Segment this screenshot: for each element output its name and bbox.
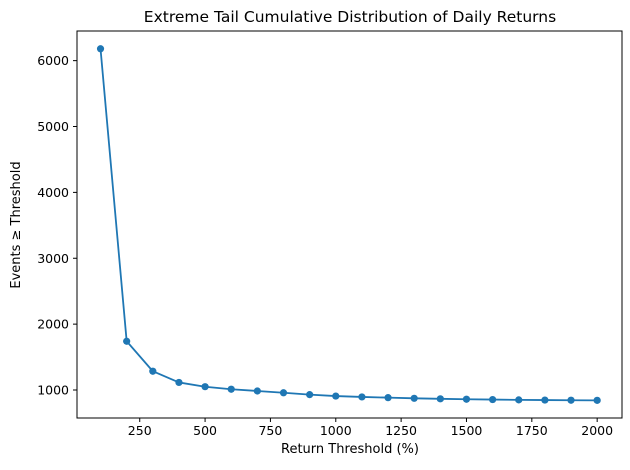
x-tick-label: 750 xyxy=(258,423,282,438)
data-point-marker xyxy=(462,395,471,403)
y-axis-label: Events ≥ Threshold xyxy=(9,161,24,288)
data-series xyxy=(96,45,601,404)
data-point-marker xyxy=(567,396,575,404)
data-point-marker xyxy=(201,383,209,391)
y-tick-label: 4000 xyxy=(37,185,69,200)
x-axis: 250 500 750 1000 1250 1500 1750 2000 xyxy=(128,418,613,438)
x-tick-label: 500 xyxy=(193,423,217,438)
x-tick-label: 1250 xyxy=(385,423,417,438)
data-point-marker xyxy=(436,395,444,403)
y-tick-label: 3000 xyxy=(37,251,69,266)
data-point-marker xyxy=(515,396,523,404)
data-point-marker xyxy=(149,367,157,375)
data-point-marker xyxy=(541,396,549,404)
y-axis: 1000 2000 3000 4000 5000 6000 xyxy=(37,53,77,398)
y-tick-label: 5000 xyxy=(37,119,69,134)
x-tick-label: 1000 xyxy=(320,423,352,438)
data-point-marker xyxy=(253,387,261,395)
data-point-marker xyxy=(306,391,314,399)
data-point-marker xyxy=(332,392,340,400)
data-point-marker xyxy=(175,378,183,387)
x-tick-label: 250 xyxy=(128,423,152,438)
data-point-marker xyxy=(410,394,418,402)
y-tick-label: 2000 xyxy=(37,317,69,332)
data-point-marker xyxy=(489,395,497,404)
data-point-marker xyxy=(358,393,366,401)
data-point-marker xyxy=(123,337,131,345)
data-point-marker xyxy=(96,45,105,53)
y-tick-label: 1000 xyxy=(37,383,69,398)
y-tick-label: 6000 xyxy=(37,53,69,68)
series-line xyxy=(99,48,598,402)
data-point-marker xyxy=(384,394,392,402)
x-tick-label: 1750 xyxy=(516,423,548,438)
x-axis-label: Return Threshold (%) xyxy=(281,442,419,457)
plot-area-frame xyxy=(76,30,623,419)
data-point-marker xyxy=(279,389,288,397)
x-tick-label: 2000 xyxy=(581,423,613,438)
data-point-marker xyxy=(593,396,601,404)
chart-title: Extreme Tail Cumulative Distribution of … xyxy=(144,8,556,26)
x-tick-label: 1500 xyxy=(451,423,483,438)
data-point-marker xyxy=(227,385,235,393)
